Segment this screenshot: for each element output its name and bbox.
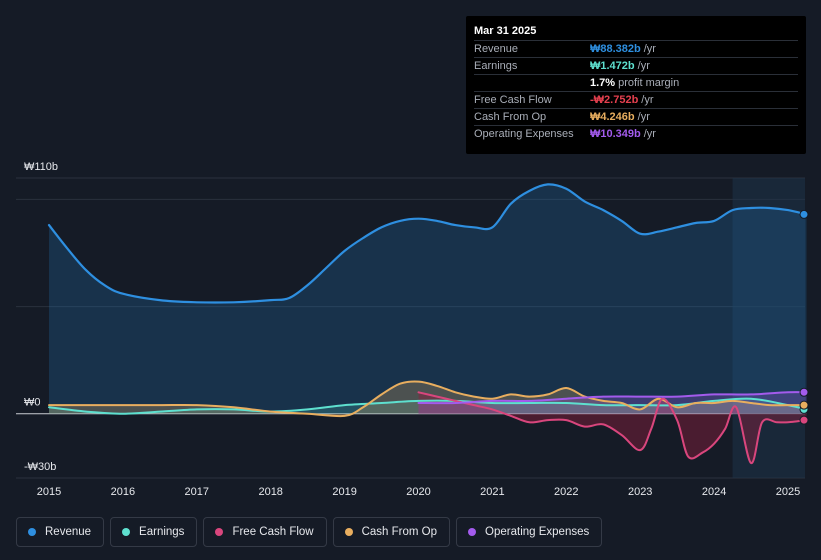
y-tick-label: -₩30b bbox=[24, 461, 56, 473]
end-dot-free-cash-flow bbox=[799, 415, 809, 425]
tooltip-label: Earnings bbox=[474, 60, 518, 72]
tooltip-unit: /yr bbox=[637, 60, 650, 72]
tooltip-value: ₩1.472b bbox=[590, 60, 635, 72]
legend-label: Operating Expenses bbox=[485, 526, 590, 538]
x-tick-label: 2015 bbox=[37, 486, 61, 498]
tooltip-date: Mar 31 2025 bbox=[474, 23, 798, 41]
legend-label: Revenue bbox=[45, 526, 92, 538]
grid bbox=[16, 177, 805, 479]
legend-label: Cash From Op bbox=[361, 526, 438, 538]
x-tick-label: 2022 bbox=[554, 486, 578, 498]
tooltip-value: ₩10.349b bbox=[590, 128, 641, 140]
x-tick-label: 2024 bbox=[702, 486, 726, 498]
x-tick-label: 2016 bbox=[111, 486, 135, 498]
tooltip-unit: /yr bbox=[643, 43, 656, 55]
end-dots bbox=[799, 209, 809, 425]
end-dot-cash-from-op bbox=[799, 400, 809, 410]
series-lines bbox=[47, 183, 808, 465]
line-operating-expenses bbox=[417, 391, 808, 405]
area-cash-from-op bbox=[49, 381, 807, 417]
tooltip-row-free-cash-flow: Free Cash Flow -₩2.752b /yr bbox=[474, 92, 798, 109]
tooltip-unit: profit margin bbox=[618, 77, 680, 89]
end-dot-revenue bbox=[799, 209, 809, 219]
tooltip-panel: Mar 31 2025 Revenue ₩88.382b /yr Earning… bbox=[466, 16, 806, 154]
legend-label: Free Cash Flow bbox=[232, 526, 314, 538]
x-tick-label: 2017 bbox=[185, 486, 209, 498]
x-tick-label: 2020 bbox=[406, 486, 430, 498]
tooltip-value: ₩88.382b bbox=[590, 43, 641, 55]
legend-item-free-cash-flow[interactable]: Free Cash Flow bbox=[203, 517, 327, 547]
legend-dot-icon bbox=[344, 528, 353, 536]
legend-dot-icon bbox=[468, 528, 477, 536]
tooltip-label: Cash From Op bbox=[474, 111, 547, 123]
line-cash-from-op bbox=[48, 380, 808, 418]
tooltip-unit: /yr bbox=[641, 94, 654, 106]
x-tick-label: 2023 bbox=[628, 486, 652, 498]
y-tick-label: ₩110b bbox=[24, 161, 58, 173]
y-axis-labels: ₩110b ₩0 -₩30b bbox=[24, 161, 58, 473]
y-tick-label: ₩0 bbox=[24, 397, 41, 409]
series-fills bbox=[49, 184, 807, 464]
x-tick-label: 2019 bbox=[332, 486, 356, 498]
line-free-cash-flow bbox=[417, 391, 808, 465]
forecast-band bbox=[732, 178, 805, 478]
line-revenue bbox=[47, 183, 808, 304]
legend-dot-icon bbox=[215, 528, 224, 536]
tooltip-value: 1.7% bbox=[590, 77, 616, 89]
legend-dot-icon bbox=[28, 528, 36, 536]
tooltip-row-cash-from-op: Cash From Op ₩4.246b /yr bbox=[474, 109, 798, 126]
legend-item-earnings[interactable]: Earnings bbox=[110, 517, 198, 547]
tooltip-value: ₩4.246b bbox=[590, 111, 635, 123]
tooltip-unit: /yr bbox=[637, 111, 650, 123]
tooltip-label bbox=[474, 75, 590, 91]
tooltip-label: Free Cash Flow bbox=[474, 94, 552, 106]
tooltip-row-profit-margin: 1.7% profit margin bbox=[474, 75, 798, 92]
tooltip-label: Operating Expenses bbox=[474, 128, 574, 140]
tooltip-row-earnings: Earnings ₩1.472b /yr bbox=[474, 58, 798, 75]
legend-dot-icon bbox=[122, 528, 131, 536]
legend-item-operating-expenses[interactable]: Operating Expenses bbox=[456, 517, 603, 547]
legend-item-cash-from-op[interactable]: Cash From Op bbox=[332, 517, 451, 547]
end-dot-operating-expenses bbox=[799, 387, 809, 397]
x-tick-label: 2021 bbox=[480, 486, 504, 498]
legend: Revenue Earnings Free Cash Flow Cash Fro… bbox=[16, 517, 603, 547]
x-tick-label: 2025 bbox=[776, 486, 800, 498]
tooltip-label: Revenue bbox=[474, 43, 519, 55]
area-revenue bbox=[49, 184, 807, 414]
chart: ₩110b ₩0 -₩30b 2015 2016 2017 2018 2019 2020 202… bbox=[16, 161, 809, 498]
tooltip-value: -₩2.752b bbox=[590, 94, 639, 106]
area-operating-expenses bbox=[418, 392, 807, 414]
tooltip-row-revenue: Revenue ₩88.382b /yr bbox=[474, 41, 798, 58]
legend-label: Earnings bbox=[139, 526, 185, 538]
x-axis-labels: 2015 2016 2017 2018 2019 2020 2021 2022 2023 2024… bbox=[37, 486, 800, 498]
legend-item-revenue[interactable]: Revenue bbox=[16, 517, 105, 547]
tooltip-unit: /yr bbox=[643, 128, 656, 140]
tooltip-row-operating-expenses: Operating Expenses ₩10.349b /yr bbox=[474, 126, 798, 142]
x-tick-label: 2018 bbox=[258, 486, 282, 498]
